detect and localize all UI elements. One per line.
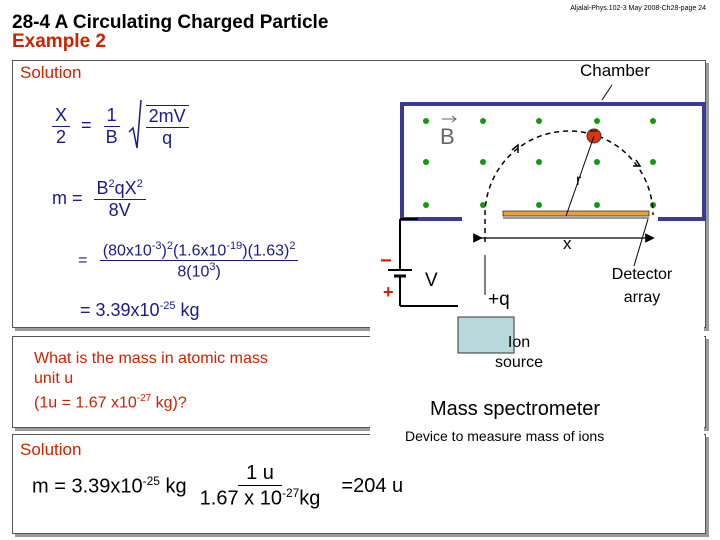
eq1-lhs-num: X xyxy=(52,105,71,127)
eq1-lhs-den: 2 xyxy=(56,127,67,147)
detector-array xyxy=(502,210,650,217)
detector-pointer-line xyxy=(633,218,649,267)
eq1-sqrt-den: q xyxy=(162,127,173,148)
eq3-den: 8(103) xyxy=(177,261,221,281)
question-line-1: What is the mass in atomic mass xyxy=(34,350,268,367)
sqrt-icon xyxy=(128,98,142,155)
plus-sign: + xyxy=(383,282,394,302)
page-title: 28-4 A Circulating Charged Particle Exam… xyxy=(12,13,328,51)
eq3-equals: = xyxy=(78,252,88,270)
question-text: What is the mass in atomic mass unit u (… xyxy=(34,349,268,413)
magnetic-field-dots xyxy=(423,118,656,208)
final-answer-box xyxy=(12,434,706,534)
final-lhs: m = 3.39x10-25 kg xyxy=(32,474,187,498)
final-num: 1 u xyxy=(238,462,282,486)
title-line-2: Example 2 xyxy=(12,31,106,52)
final-equation: m = 3.39x10-25 kg 1 u 1.67 x 10-27kg =20… xyxy=(32,462,403,511)
eq2-num: B2qX2 xyxy=(93,178,146,200)
eq2-fraction: B2qX2 8V xyxy=(93,178,146,221)
r-label: r xyxy=(576,172,582,189)
final-fraction: 1 u 1.67 x 10-27kg xyxy=(197,462,324,511)
eq1-rhs-fraction: 1 B xyxy=(103,105,121,148)
equation-4-result: = 3.39x10-25 kg xyxy=(80,300,200,320)
detector-label: Detector array xyxy=(611,266,673,306)
solution-label: Solution xyxy=(20,63,82,82)
ion-source-label: Ion source xyxy=(494,334,544,371)
final-result: =204 u xyxy=(341,474,404,497)
eq1-sqrt-num: 2mV xyxy=(145,106,189,128)
eq2-lhs: m = xyxy=(52,188,83,209)
chamber-label: Chamber xyxy=(580,61,650,80)
diagram-caption: Mass spectrometer xyxy=(430,398,601,420)
eq1-lhs-fraction: X 2 xyxy=(52,105,71,148)
header-meta: Aljalal-Phys.102-3 May 2008-Ch28-page 24 xyxy=(570,5,706,12)
chamber-pointer-line xyxy=(601,84,613,101)
charge-label: +q xyxy=(488,289,510,310)
eq3-num: (80x10-3)2(1.6x10-19)(1.63)2 xyxy=(99,240,299,262)
eq1-equals: = xyxy=(81,115,92,136)
equation-1: X 2 = 1 B 2mV q xyxy=(52,98,189,155)
question-line-2: unit u xyxy=(34,370,74,387)
title-line-1: 28-4 A Circulating Charged Particle xyxy=(12,12,329,33)
diagram-subcaption: Device to measure mass of ions xyxy=(405,428,605,444)
eq1-rhs-den: B xyxy=(105,127,118,147)
particle-path xyxy=(484,130,654,242)
diagram-backdrop xyxy=(370,86,704,446)
eq2-den: 8V xyxy=(108,200,131,220)
b-field-label: B xyxy=(440,124,455,149)
question-line-3: (1u = 1.67 x10-27 kg)? xyxy=(34,393,187,412)
radius-line xyxy=(565,135,595,217)
eq1-sqrt-fraction: 2mV q xyxy=(145,104,189,149)
solution-label-2: Solution xyxy=(20,440,82,459)
voltage-label: V xyxy=(425,270,438,291)
final-den: 1.67 x 10-27kg xyxy=(199,486,321,510)
minus-sign: − xyxy=(380,250,392,272)
equation-3: = (80x10-3)2(1.6x10-19)(1.63)2 8(103) xyxy=(78,240,299,282)
eq1-rhs-num: 1 xyxy=(103,105,120,127)
x-label: x xyxy=(563,234,572,253)
equation-2: m = B2qX2 8V xyxy=(52,178,146,221)
eq3-fraction: (80x10-3)2(1.6x10-19)(1.63)2 8(103) xyxy=(99,240,299,282)
chamber-outline xyxy=(400,102,706,221)
ion-source xyxy=(457,316,515,354)
